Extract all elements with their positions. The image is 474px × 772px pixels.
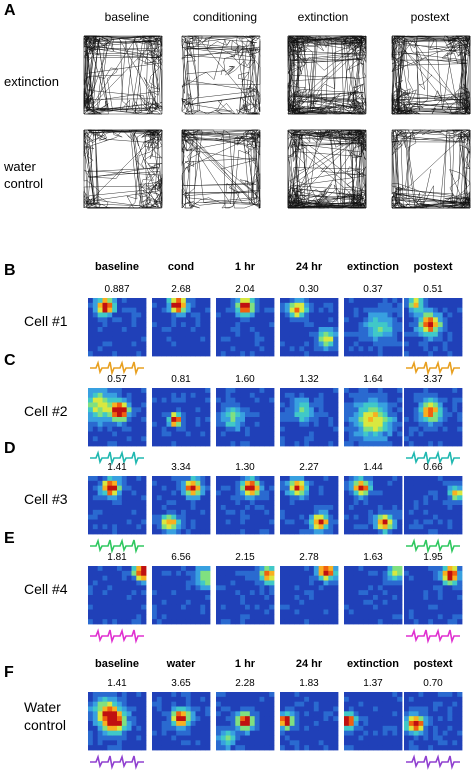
panel-a-letter: A [4,2,16,19]
rate-3-4: 1.63 [363,552,383,563]
rate-3-1: 6.56 [171,552,191,563]
panel-a-col-baseline: baseline [104,10,150,24]
rate-1-0: 0.57 [107,374,127,385]
rate-0-5: 0.51 [423,284,443,295]
rate-2-1: 3.34 [171,462,191,473]
row-label-0: Cell #1 [24,313,68,329]
rate-0-2: 2.04 [235,284,255,295]
rate-2-4: 1.44 [363,462,383,473]
panel-b-letter: B [4,262,16,279]
heatmap-row-4 [88,692,463,770]
rate-0-0: 0.887 [104,284,130,295]
panel-a-col-conditioning: conditioning [192,10,258,24]
panel-a-row-extinction: extinction [4,74,59,89]
rate-1-5: 3.37 [423,374,443,385]
rate-3-2: 2.15 [235,552,255,563]
header-f-2: 1 hr [234,658,256,670]
header-f-3: 24 hr [295,658,323,670]
rate-1-3: 1.32 [299,374,319,385]
row-label-3: Cell #4 [24,581,68,597]
header-b-1: cond [167,261,195,273]
rate-2-5: 0.66 [423,462,443,473]
rate-1-2: 1.60 [235,374,255,385]
rate-4-3: 1.83 [299,678,319,689]
header-f-5: postext [413,658,453,670]
header-b-3: 24 hr [295,261,323,273]
header-f-1: water [166,658,196,670]
trajectory-0-3 [391,35,471,115]
panel-c-letter: C [4,352,16,369]
rate-1-4: 1.64 [363,374,383,385]
header-b-5: postext [413,261,453,273]
heatmap-row-2 [88,476,463,554]
rate-3-0: 1.81 [107,552,127,563]
heatmap-row-1 [88,388,463,466]
panel-a-col-postext: postext [410,10,450,24]
panel-a-col-extinction: extinction [297,10,349,24]
rate-1-1: 0.81 [171,374,191,385]
header-b-2: 1 hr [234,261,256,273]
trajectory-1-2 [287,129,367,209]
panel-f-letter: F [4,664,14,681]
rate-2-2: 1.30 [235,462,255,473]
trajectory-0-2 [287,35,367,115]
panel-a-trajectory-grid [83,35,471,209]
rate-2-3: 2.27 [299,462,319,473]
panel-e-letter: E [4,530,15,547]
trajectory-1-1 [181,129,261,209]
rate-4-4: 1.37 [363,678,383,689]
panel-a-row-water-control: water control [4,159,44,191]
row-label-4: Water control [24,699,67,733]
rate-4-2: 2.28 [235,678,255,689]
header-b-4: extinction [347,261,399,273]
rate-3-3: 2.78 [299,552,319,563]
header-b-0: baseline [94,261,140,273]
trajectory-0-1 [181,35,261,115]
row-label-1: Cell #2 [24,403,68,419]
rate-4-0: 1.41 [107,678,127,689]
heatmap-row-0 [88,298,463,376]
row-label-2: Cell #3 [24,491,68,507]
header-f-0: baseline [94,658,140,670]
heatmap-row-3 [88,566,463,644]
rate-4-5: 0.70 [423,678,443,689]
header-f-4: extinction [347,658,399,670]
rate-4-1: 3.65 [171,678,191,689]
rate-2-0: 1.41 [107,462,127,473]
rate-3-5: 1.95 [423,552,443,563]
rate-0-1: 2.68 [171,284,191,295]
rate-0-4: 0.37 [363,284,383,295]
rate-0-3: 0.30 [299,284,319,295]
trajectory-0-0 [83,35,163,115]
panel-d-letter: D [4,440,16,457]
trajectory-1-0 [83,129,163,209]
trajectory-1-3 [391,129,471,209]
